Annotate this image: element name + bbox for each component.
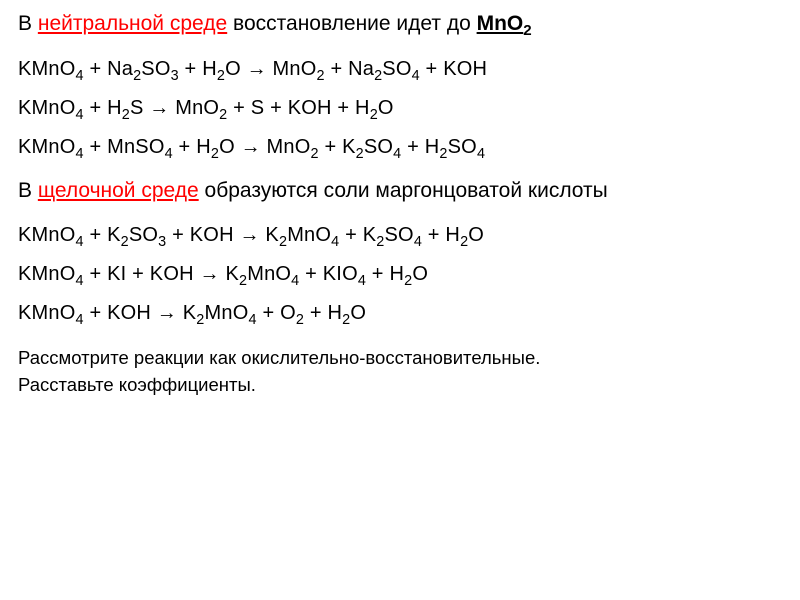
equation-row: KMnO4 + H2S → MnO2 + S + KOH + H2O [18,89,782,128]
heading-middle: восстановление идет до [227,12,476,35]
equations-neutral: KMnO4 + Na2SO3 + H2O → MnO2 + Na2SO4 + K… [18,50,782,167]
equation-row: KMnO4 + K2SO3 + KOH → K2MnO4 + K2SO4 + H… [18,216,782,255]
equation-row: KMnO4 + Na2SO3 + H2O → MnO2 + Na2SO4 + K… [18,50,782,89]
slide-body: В нейтральной среде восстановление идет … [0,0,800,600]
equation-row: KMnO4 + KOH → K2MnO4 + O2 + H2O [18,294,782,333]
heading-alkaline: В щелочной среде образуются соли маргонц… [18,177,782,205]
equation-row: KMnO4 + MnSO4 + H2O → MnO2 + K2SO4 + H2S… [18,128,782,167]
heading-rest: образуются соли маргонцоватой кислоты [199,179,608,202]
heading-highlight: нейтральной среде [38,12,227,35]
heading-product: MnO2 [477,12,532,35]
instruction-line: Расставьте коэффициенты. [18,372,782,399]
heading-prefix: В [18,179,38,202]
heading-highlight: щелочной среде [38,179,199,202]
equation-row: KMnO4 + KI + KOH → K2MnO4 + KIO4 + H2O [18,255,782,294]
heading-prefix: В [18,12,38,35]
instructions: Рассмотрите реакции как окислительно-вос… [18,345,782,399]
heading-neutral: В нейтральной среде восстановление идет … [18,10,782,38]
instruction-line: Рассмотрите реакции как окислительно-вос… [18,345,782,372]
equations-alkaline: KMnO4 + K2SO3 + KOH → K2MnO4 + K2SO4 + H… [18,216,782,333]
